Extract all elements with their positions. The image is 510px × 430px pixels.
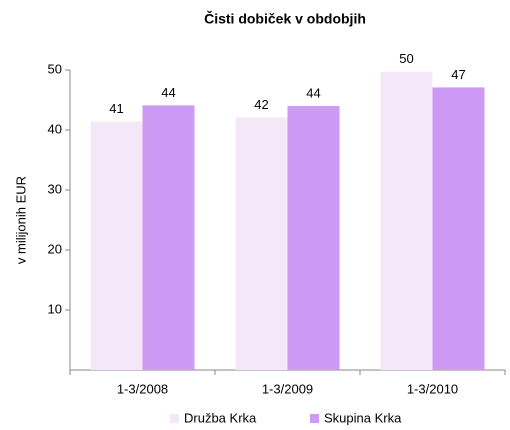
- bar: [380, 71, 433, 371]
- y-tick-label: 40: [48, 121, 62, 136]
- y-tick-label: 20: [48, 241, 62, 256]
- bar: [142, 105, 195, 371]
- chart-title: Čisti dobiček v obdobjih: [204, 10, 366, 27]
- bar: [90, 121, 143, 370]
- y-axis-label: v milijonih EUR: [13, 176, 28, 264]
- legend-label: Družba Krka: [184, 410, 257, 425]
- y-tick-label: 50: [48, 61, 62, 76]
- x-tick-label: 1-3/2010: [407, 381, 458, 396]
- data-label: 42: [254, 97, 268, 112]
- bar: [235, 117, 288, 371]
- bar: [287, 106, 340, 370]
- data-label: 44: [306, 85, 320, 100]
- data-label: 50: [399, 51, 413, 66]
- legend-swatch: [170, 414, 179, 423]
- data-label: 47: [451, 67, 465, 82]
- data-label: 44: [161, 85, 175, 100]
- data-label: 41: [109, 101, 123, 116]
- y-tick-label: 30: [48, 181, 62, 196]
- legend-swatch: [310, 414, 319, 423]
- x-tick-label: 1-3/2009: [262, 381, 313, 396]
- y-tick-label: 10: [48, 301, 62, 316]
- bar: [432, 87, 485, 371]
- legend-label: Skupina Krka: [324, 410, 402, 425]
- x-tick-label: 1-3/2008: [117, 381, 168, 396]
